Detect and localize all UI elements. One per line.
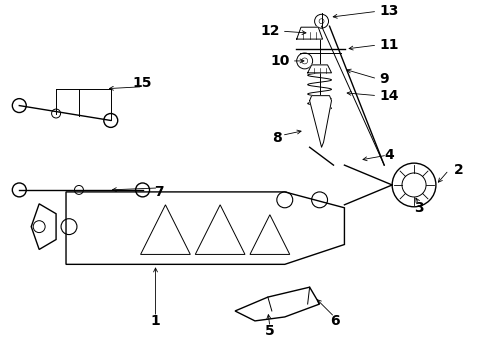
Text: 2: 2 xyxy=(454,163,464,177)
Text: 9: 9 xyxy=(379,72,389,86)
Text: 1: 1 xyxy=(150,314,160,328)
Text: 3: 3 xyxy=(414,201,424,215)
Text: 14: 14 xyxy=(379,89,399,103)
Text: 11: 11 xyxy=(379,38,399,52)
Text: 6: 6 xyxy=(330,314,339,328)
Text: 10: 10 xyxy=(270,54,290,68)
Polygon shape xyxy=(310,96,332,147)
Text: 5: 5 xyxy=(265,324,275,338)
Polygon shape xyxy=(308,65,332,73)
Polygon shape xyxy=(297,27,322,39)
Text: 12: 12 xyxy=(260,24,280,38)
Text: 8: 8 xyxy=(272,131,282,145)
Text: 13: 13 xyxy=(379,4,398,18)
Text: 15: 15 xyxy=(133,76,152,90)
Text: 7: 7 xyxy=(154,185,163,199)
Text: 4: 4 xyxy=(384,148,394,162)
